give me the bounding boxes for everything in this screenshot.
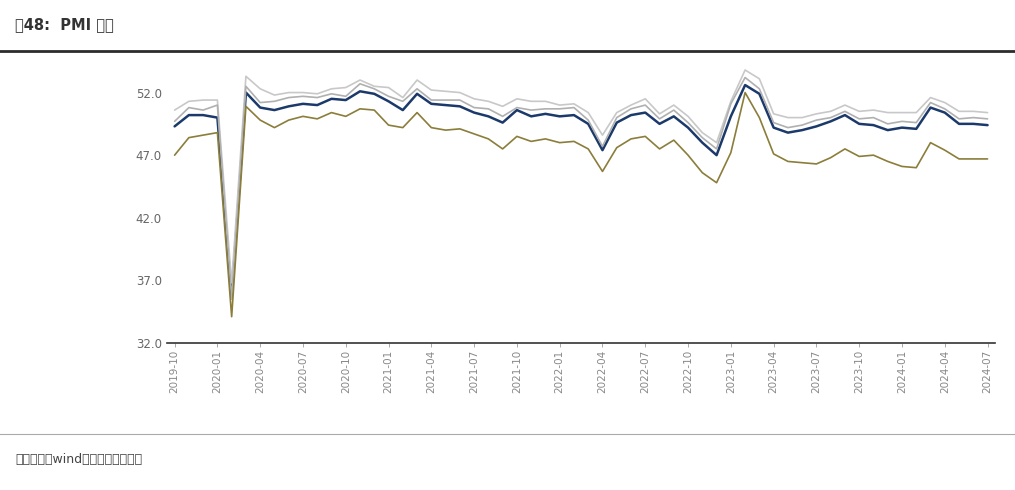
PMI：中型企业 — [225, 296, 238, 302]
PMI：大型企业 — [982, 110, 994, 116]
PMI：大型企业 — [725, 98, 737, 104]
PMI：中型企业 — [368, 86, 381, 92]
PMI：小型企业 — [882, 158, 894, 164]
Line: PMI: PMI — [175, 85, 988, 296]
PMI：大型企业 — [739, 67, 751, 73]
PMI — [739, 82, 751, 88]
Line: PMI：小型企业: PMI：小型企业 — [175, 93, 988, 317]
PMI：中型企业 — [725, 101, 737, 107]
PMI：大型企业 — [953, 108, 965, 114]
PMI：小型企业 — [796, 160, 808, 166]
PMI：中型企业 — [383, 94, 395, 99]
PMI：中型企业 — [953, 116, 965, 122]
PMI — [368, 91, 381, 97]
PMI：大型企业 — [225, 280, 238, 286]
PMI — [168, 123, 181, 129]
PMI：大型企业 — [882, 110, 894, 116]
PMI：小型企业 — [225, 314, 238, 319]
PMI：大型企业 — [796, 115, 808, 121]
PMI：小型企业 — [953, 156, 965, 162]
PMI：小型企业 — [383, 122, 395, 128]
PMI：大型企业 — [368, 83, 381, 89]
PMI：中型企业 — [982, 116, 994, 122]
PMI：中型企业 — [882, 121, 894, 127]
Text: 图48:  PMI 走势: 图48: PMI 走势 — [15, 17, 114, 32]
PMI — [882, 127, 894, 133]
PMI：小型企业 — [168, 152, 181, 158]
PMI — [953, 121, 965, 127]
PMI：中型企业 — [739, 74, 751, 80]
PMI：大型企业 — [383, 85, 395, 91]
PMI：小型企业 — [739, 90, 751, 96]
PMI — [982, 122, 994, 128]
PMI — [383, 98, 395, 104]
PMI：大型企业 — [168, 107, 181, 113]
PMI：中型企业 — [796, 122, 808, 128]
PMI：小型企业 — [725, 150, 737, 156]
Line: PMI：中型企业: PMI：中型企业 — [175, 77, 988, 299]
Line: PMI：大型企业: PMI：大型企业 — [175, 70, 988, 283]
Text: 数据来源：wind，东吴证券研究所: 数据来源：wind，东吴证券研究所 — [15, 453, 142, 466]
PMI：中型企业 — [168, 119, 181, 124]
PMI：小型企业 — [982, 156, 994, 162]
PMI — [725, 113, 737, 119]
PMI：小型企业 — [368, 107, 381, 113]
PMI — [225, 294, 238, 299]
PMI — [796, 127, 808, 133]
